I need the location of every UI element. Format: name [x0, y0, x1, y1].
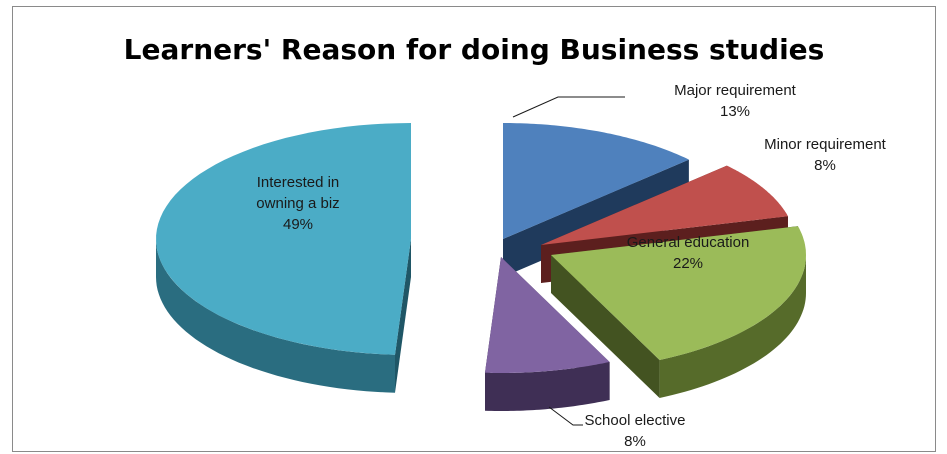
slices-layer [156, 123, 806, 411]
data-label-percent: 22% [673, 255, 703, 272]
slice-side-school-elective [485, 362, 610, 411]
data-label-interested-in-owning-a-biz: Interested in owning a biz 49% [256, 174, 339, 233]
data-label-text: owning a biz [256, 195, 339, 212]
data-label-percent: 49% [283, 216, 313, 233]
slice-top-major-requirement [503, 123, 689, 239]
data-label-text: Interested in [257, 174, 340, 191]
chart-area: Learners' Reason for doing Business stud… [12, 6, 936, 452]
slice-side-general-education [659, 255, 806, 398]
data-label-school-elective: School elective 8% [585, 412, 686, 450]
data-label-major-requirement: Major requirement 13% [674, 82, 797, 120]
slice-side-interested-in-owning-a-biz [156, 239, 395, 393]
pie-slice-general-education [551, 226, 806, 398]
data-label-minor-requirement: Minor requirement 8% [764, 136, 887, 174]
slice-top-school-elective [485, 257, 610, 373]
data-label-text: School elective [585, 412, 686, 429]
slice-wall-general-education-end [551, 255, 660, 398]
pie-slice-school-elective [484, 257, 610, 411]
slice-top-interested-in-owning-a-biz [156, 123, 411, 355]
data-label-percent: 8% [814, 157, 836, 174]
data-label-text: General education [627, 234, 750, 251]
leader-lines [512, 96, 625, 426]
slice-wall-interested-in-owning-a-biz-start [394, 239, 411, 393]
pie-chart: Learners' Reason for doing Business stud… [124, 33, 887, 450]
data-labels: Major requirement 13% Minor requirement 8% G… [256, 82, 886, 450]
data-label-text: Major requirement [674, 82, 797, 99]
data-label-general-education: General education 22% [627, 234, 750, 272]
leader-line-major-requirement [512, 96, 625, 118]
data-label-percent: 8% [624, 433, 646, 450]
pie-slice-interested-in-owning-a-biz [156, 123, 411, 393]
data-label-text: Minor requirement [764, 136, 887, 153]
slice-top-minor-requirement [541, 165, 788, 245]
slice-top-general-education [551, 226, 806, 360]
leader-line-school-elective [548, 406, 583, 426]
chart-title: Learners' Reason for doing Business stud… [124, 33, 825, 66]
data-label-percent: 13% [720, 103, 750, 120]
